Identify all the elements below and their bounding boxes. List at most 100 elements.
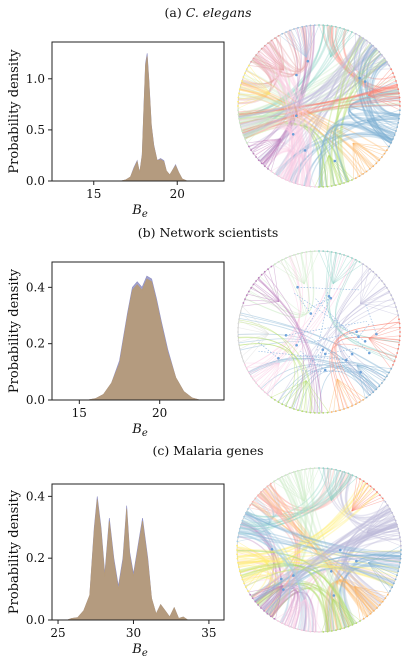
- network-rim-node: [343, 471, 345, 473]
- network-rim-node: [335, 184, 337, 186]
- network-rim-node: [352, 474, 354, 476]
- panel-c-title: (c) Malaria genes: [152, 443, 263, 458]
- network-rim-node: [396, 84, 398, 86]
- network-rim-node: [243, 134, 245, 136]
- network-node: [295, 74, 298, 77]
- x-axis-label: Be: [131, 203, 148, 220]
- network-rim-node: [248, 65, 250, 67]
- network-rim-node: [238, 344, 240, 346]
- network-rim-node: [261, 162, 263, 164]
- network-rim-node: [386, 61, 388, 63]
- network-rim-node: [400, 558, 402, 560]
- network-rim-node: [270, 615, 272, 617]
- y-axis-label: Probability density: [7, 489, 22, 614]
- network-rim-node: [396, 574, 398, 576]
- network-rim-node: [395, 306, 397, 308]
- network-rim-node: [369, 394, 371, 396]
- network-rim-node: [399, 340, 401, 342]
- network-rim-node: [289, 30, 291, 32]
- network-rim-node: [399, 323, 401, 325]
- x-axis-label: Be: [131, 422, 148, 439]
- network-rim-node: [274, 37, 276, 39]
- network-rim-node: [390, 294, 392, 296]
- network-rim-node: [393, 516, 395, 518]
- network-rim-node: [237, 109, 239, 111]
- network-rim-node: [258, 51, 260, 53]
- network-rim-node: [310, 631, 312, 633]
- network-rim-node: [237, 541, 239, 543]
- network-rim-node: [322, 631, 324, 633]
- network-rim-node: [376, 491, 378, 493]
- network-rim-node: [236, 553, 238, 555]
- network-rim-node: [271, 171, 273, 173]
- network-rim-node: [327, 631, 329, 633]
- network-rim-node: [388, 372, 390, 374]
- network-rim-node: [400, 549, 402, 551]
- y-tick-label: 0.2: [26, 551, 45, 565]
- network-rim-node: [343, 627, 345, 629]
- network-rim-node: [281, 403, 283, 405]
- network-rim-node: [238, 340, 240, 342]
- network-rim-node: [293, 28, 295, 30]
- network-rim-node: [398, 92, 400, 94]
- network-rim-node: [387, 594, 389, 596]
- network-rim-node: [267, 268, 269, 270]
- density-area-series-1: [120, 56, 187, 181]
- network-rim-node: [375, 162, 377, 164]
- network-node: [304, 149, 307, 152]
- network-rim-node: [314, 24, 316, 26]
- network-rim-node: [395, 356, 397, 358]
- network-rim-node: [274, 399, 276, 401]
- network-rim-node: [258, 277, 260, 279]
- network-rim-node: [236, 549, 238, 551]
- network-rim-node: [397, 88, 399, 90]
- network-rim-node: [253, 284, 255, 286]
- network-rim-node: [378, 277, 380, 279]
- network-rim-node: [281, 259, 283, 261]
- network-rim-node: [273, 480, 275, 482]
- network-rim-node: [238, 118, 240, 120]
- network-node: [334, 160, 337, 163]
- network-rim-node: [359, 620, 361, 622]
- network-rim-node: [257, 604, 259, 606]
- network-rim-node: [339, 628, 341, 630]
- network-rim-node: [243, 360, 245, 362]
- network-rim-node: [375, 388, 377, 390]
- network-rim-node: [314, 250, 316, 252]
- network-rim-node: [244, 138, 246, 140]
- network-node: [282, 588, 285, 591]
- network-rim-node: [381, 382, 383, 384]
- network-rim-node: [335, 252, 337, 254]
- network-rim-node: [318, 24, 320, 26]
- network-rim-node: [310, 25, 312, 27]
- network-rim-node: [392, 298, 394, 300]
- network-rim-node: [386, 287, 388, 289]
- x-tick-label: 15: [86, 187, 101, 201]
- network-rim-node: [258, 159, 260, 161]
- y-axis-label: Probability density: [7, 49, 22, 174]
- x-tick-label: 25: [50, 626, 65, 640]
- network-rim-node: [339, 409, 341, 411]
- network-rim-node: [253, 379, 255, 381]
- network-rim-node: [366, 171, 368, 173]
- network-rim-node: [310, 468, 312, 470]
- network-rim-node: [289, 473, 291, 475]
- panel-a-title: (a) C. elegans: [165, 5, 252, 20]
- network-rim-node: [318, 467, 320, 469]
- network-rim-node: [399, 335, 401, 337]
- network-rim-node: [363, 480, 365, 482]
- network-rim-node: [351, 31, 353, 33]
- network-rim-node: [278, 401, 280, 403]
- network-rim-node: [390, 142, 392, 144]
- network-rim-node: [331, 468, 333, 470]
- network-rim-node: [366, 483, 368, 485]
- network-rim-node: [240, 574, 242, 576]
- network-rim-node: [382, 601, 384, 603]
- network-rim-node: [253, 153, 255, 155]
- network-rim-node: [322, 250, 324, 252]
- network-rim-node: [239, 570, 241, 572]
- network-node: [364, 80, 367, 83]
- network-rim-node: [305, 25, 307, 27]
- network-rim-node: [270, 483, 272, 485]
